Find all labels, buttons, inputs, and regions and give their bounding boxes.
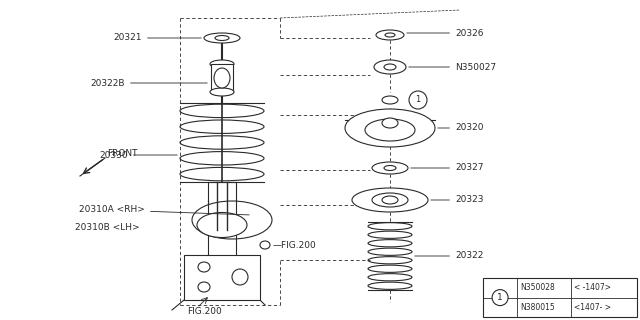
Ellipse shape xyxy=(385,33,395,37)
Ellipse shape xyxy=(197,212,247,237)
Ellipse shape xyxy=(204,33,240,43)
Text: 1: 1 xyxy=(415,95,420,105)
Ellipse shape xyxy=(345,109,435,147)
Ellipse shape xyxy=(260,241,270,249)
Ellipse shape xyxy=(374,60,406,74)
Text: 1: 1 xyxy=(497,293,503,302)
Ellipse shape xyxy=(210,88,234,96)
Ellipse shape xyxy=(198,262,210,272)
Text: N350028: N350028 xyxy=(520,284,555,292)
Text: 20322: 20322 xyxy=(415,252,483,260)
Text: FRONT: FRONT xyxy=(107,149,138,158)
Text: 20310B <LH>: 20310B <LH> xyxy=(75,223,140,233)
Ellipse shape xyxy=(210,60,234,68)
Text: N380015: N380015 xyxy=(520,303,555,312)
Text: 20321: 20321 xyxy=(113,34,201,43)
Ellipse shape xyxy=(372,162,408,174)
Text: A210001181: A210001181 xyxy=(577,305,630,314)
Text: N350027: N350027 xyxy=(409,62,496,71)
Text: 20327: 20327 xyxy=(411,164,483,172)
Text: 20322B: 20322B xyxy=(90,78,207,87)
Ellipse shape xyxy=(382,96,398,104)
Bar xyxy=(184,255,260,300)
Ellipse shape xyxy=(232,269,248,285)
Bar xyxy=(211,64,233,92)
Ellipse shape xyxy=(384,64,396,70)
Ellipse shape xyxy=(365,119,415,141)
Text: FIG.200: FIG.200 xyxy=(187,308,221,316)
Text: 20326: 20326 xyxy=(407,28,483,37)
Text: —FIG.200: —FIG.200 xyxy=(273,241,317,250)
Ellipse shape xyxy=(382,196,398,204)
Ellipse shape xyxy=(376,30,404,40)
Ellipse shape xyxy=(384,165,396,171)
Bar xyxy=(483,278,637,317)
Ellipse shape xyxy=(215,36,229,41)
Circle shape xyxy=(409,91,427,109)
Text: 20320: 20320 xyxy=(438,124,483,132)
Text: <1407- >: <1407- > xyxy=(573,303,611,312)
Ellipse shape xyxy=(382,118,398,128)
Text: 20310A <RH>: 20310A <RH> xyxy=(79,205,249,215)
Ellipse shape xyxy=(372,193,408,207)
Ellipse shape xyxy=(352,188,428,212)
Text: 20330: 20330 xyxy=(99,150,177,159)
Text: < -1407>: < -1407> xyxy=(573,284,611,292)
Circle shape xyxy=(492,290,508,306)
Text: 20323: 20323 xyxy=(431,196,483,204)
Ellipse shape xyxy=(198,282,210,292)
Ellipse shape xyxy=(192,201,272,239)
Ellipse shape xyxy=(214,68,230,88)
